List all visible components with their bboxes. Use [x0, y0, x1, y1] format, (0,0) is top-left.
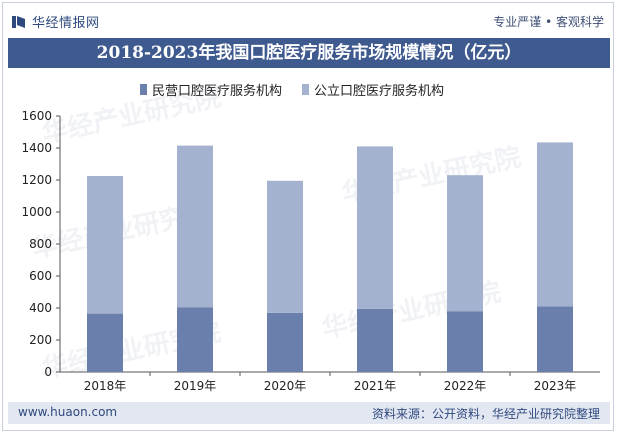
- top-bar: 华经情报网 专业严谨 • 客观科学: [8, 8, 610, 32]
- legend-swatch-public: [302, 84, 310, 95]
- bar-private: [267, 312, 303, 372]
- x-tick-label: 2019年: [174, 379, 217, 393]
- bar-private: [177, 307, 213, 372]
- footer-source: 资料来源：公开资料，华经产业研究院整理: [371, 407, 600, 421]
- x-tick-label: 2020年: [264, 379, 307, 393]
- y-tick-label: 1200: [21, 173, 52, 187]
- x-tick-label: 2021年: [354, 379, 397, 393]
- y-tick-label: 400: [29, 301, 52, 315]
- stacked-bar-chart: 0 200 400 600 800 1000 1200 1400 1600 2018年 2019年 2…: [21, 109, 600, 393]
- y-tick-label: 600: [29, 269, 52, 283]
- bar-private: [357, 308, 393, 372]
- bar-public: [87, 176, 123, 314]
- legend: 民营口腔医疗服务机构 公立口腔医疗服务机构: [140, 80, 464, 99]
- y-tick-label: 1600: [21, 109, 52, 123]
- y-tick-label: 0: [44, 365, 52, 379]
- brand: 华经情报网: [12, 12, 100, 31]
- x-tick-label: 2018年: [84, 379, 127, 393]
- x-tick-label: 2023年: [534, 379, 577, 393]
- legend-swatch-private: [140, 84, 147, 95]
- bar-public: [537, 142, 573, 307]
- bar-public: [177, 145, 213, 308]
- legend-label-private: 民营口腔医疗服务机构: [152, 84, 283, 99]
- brand-logo-icon: [12, 15, 25, 28]
- y-tick-label: 800: [29, 237, 52, 251]
- bar-private: [537, 306, 573, 372]
- legend-label-public: 公立口腔医疗服务机构: [314, 84, 445, 99]
- y-tick-label: 1000: [21, 205, 52, 219]
- bar-private: [87, 313, 123, 372]
- bar-public: [357, 146, 393, 309]
- legend-item-public: 公立口腔医疗服务机构: [302, 80, 444, 99]
- chart-title: 2018-2023年我国口腔医疗服务市场规模情况（亿元）: [8, 38, 610, 68]
- y-tick-label: 200: [29, 333, 52, 347]
- brand-name: 华经情报网: [32, 16, 100, 31]
- x-tick-label: 2022年: [444, 379, 487, 393]
- bar-public: [267, 180, 303, 313]
- bar-public: [447, 175, 483, 312]
- legend-item-private: 民营口腔医疗服务机构: [140, 80, 282, 99]
- chart-frame: [2, 2, 614, 431]
- y-tick-label: 1400: [21, 141, 52, 155]
- tagline: 专业严谨 • 客观科学: [493, 15, 604, 29]
- footer-url[interactable]: www.huaon.com: [18, 405, 118, 419]
- bar-private: [447, 311, 483, 372]
- footer-bar: www.huaon.com 资料来源：公开资料，华经产业研究院整理: [8, 402, 610, 424]
